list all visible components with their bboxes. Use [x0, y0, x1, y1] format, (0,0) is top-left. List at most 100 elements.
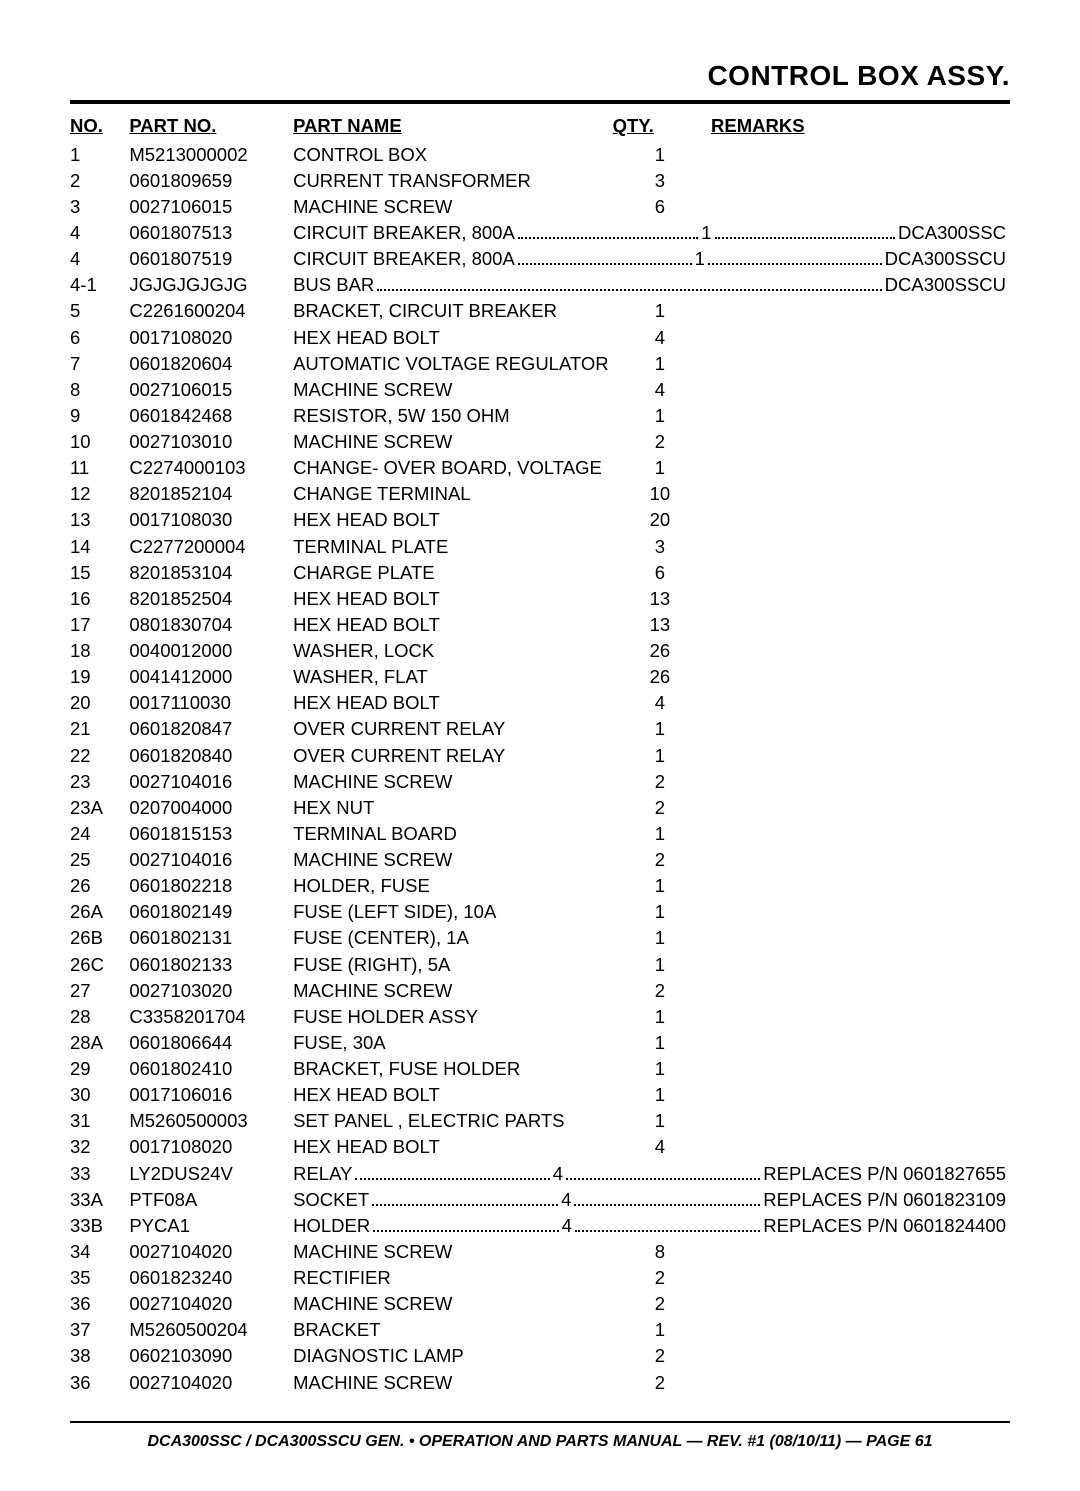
cell-qty: 20 — [613, 507, 711, 533]
cell-remarks — [711, 1317, 1010, 1343]
cell-no: 31 — [70, 1108, 129, 1134]
table-row: 240601815153TERMINAL BOARD1 — [70, 820, 1010, 846]
cell-no: 24 — [70, 820, 129, 846]
cell-partno: PTF08A — [129, 1186, 293, 1212]
cell-qty: 13 — [613, 585, 711, 611]
cell-no: 35 — [70, 1265, 129, 1291]
cell-remarks — [711, 1343, 1010, 1369]
cell-qty: 1 — [613, 298, 711, 324]
cell-qty: 1 — [613, 350, 711, 376]
cell-no: 20 — [70, 690, 129, 716]
cell-partno: 0027106015 — [129, 376, 293, 402]
cell-qty: 4 — [561, 1188, 571, 1211]
table-row: 340027104020MACHINE SCREW8 — [70, 1238, 1010, 1264]
cell-partno: 0601842468 — [129, 402, 293, 428]
cell-name: CURRENT TRANSFORMER — [293, 167, 613, 193]
footer-text: DCA300SSC / DCA300SSCU GEN. • OPERATION … — [70, 1433, 1010, 1451]
table-row: 360027104020MACHINE SCREW2 — [70, 1369, 1010, 1395]
cell-qty: 1 — [613, 1082, 711, 1108]
dot-leader — [518, 248, 692, 265]
cell-no: 23 — [70, 768, 129, 794]
cell-qty: 1 — [613, 1003, 711, 1029]
cell-partno: 0027104020 — [129, 1369, 293, 1395]
table-row: 250027104016MACHINE SCREW2 — [70, 847, 1010, 873]
cell-partno: 8201852104 — [129, 481, 293, 507]
table-row: 20601809659CURRENT TRANSFORMER3 — [70, 167, 1010, 193]
cell-name: TERMINAL PLATE — [293, 533, 613, 559]
cell-remarks — [711, 193, 1010, 219]
cell-partno: 0027104016 — [129, 768, 293, 794]
cell-name: BRACKET, FUSE HOLDER — [293, 1056, 613, 1082]
cell-no: 30 — [70, 1082, 129, 1108]
cell-partno: 0017106016 — [129, 1082, 293, 1108]
cell-remarks — [711, 402, 1010, 428]
cell-name-qty-remarks: CIRCUIT BREAKER, 800A1DCA300SSCU — [293, 246, 1010, 272]
cell-no: 26C — [70, 951, 129, 977]
cell-remarks — [711, 298, 1010, 324]
cell-qty: 1 — [613, 402, 711, 428]
cell-no: 33A — [70, 1186, 129, 1212]
cell-remarks — [711, 1003, 1010, 1029]
cell-partno: 0801830704 — [129, 611, 293, 637]
cell-partno: 0207004000 — [129, 794, 293, 820]
cell-name: CIRCUIT BREAKER, 800A — [293, 247, 515, 270]
cell-partno: 0027103010 — [129, 429, 293, 455]
dot-leader — [372, 1189, 558, 1206]
cell-partno: 0041412000 — [129, 664, 293, 690]
dot-leader — [574, 1189, 760, 1206]
cell-qty: 4 — [613, 324, 711, 350]
cell-no: 14 — [70, 533, 129, 559]
cell-qty: 1 — [613, 899, 711, 925]
cell-partno: 0601809659 — [129, 167, 293, 193]
cell-remarks — [711, 559, 1010, 585]
cell-no: 28A — [70, 1029, 129, 1055]
cell-partno: 0017110030 — [129, 690, 293, 716]
cell-partno: 0602103090 — [129, 1343, 293, 1369]
cell-remarks — [711, 611, 1010, 637]
cell-remarks — [711, 664, 1010, 690]
cell-name: HOLDER, FUSE — [293, 873, 613, 899]
cell-name: DIAGNOSTIC LAMP — [293, 1343, 613, 1369]
cell-qty: 13 — [613, 611, 711, 637]
cell-name: TERMINAL BOARD — [293, 820, 613, 846]
table-row: 350601823240RECTIFIER2 — [70, 1265, 1010, 1291]
cell-name: MACHINE SCREW — [293, 977, 613, 1003]
cell-no: 27 — [70, 977, 129, 1003]
cell-partno: 0601820847 — [129, 716, 293, 742]
cell-no: 28 — [70, 1003, 129, 1029]
cell-name: BUS BAR — [293, 273, 374, 296]
cell-remarks — [711, 1369, 1010, 1395]
cell-qty: 1 — [613, 873, 711, 899]
cell-qty: 1 — [613, 742, 711, 768]
footer-rule: DCA300SSC / DCA300SSCU GEN. • OPERATION … — [70, 1421, 1010, 1451]
cell-remarks — [711, 794, 1010, 820]
cell-name-qty-remarks: BUS BARDCA300SSCU — [293, 272, 1010, 298]
table-row: 26C0601802133FUSE (RIGHT), 5A1 — [70, 951, 1010, 977]
cell-no: 34 — [70, 1238, 129, 1264]
cell-remarks — [711, 429, 1010, 455]
cell-remarks: REPLACES P/N 0601827655 — [763, 1162, 1006, 1185]
cell-qty: 1 — [613, 455, 711, 481]
cell-partno: C3358201704 — [129, 1003, 293, 1029]
cell-remarks — [711, 873, 1010, 899]
table-row: 33APTF08ASOCKET4REPLACES P/N 0601823109 — [70, 1186, 1010, 1212]
cell-qty: 2 — [613, 847, 711, 873]
cell-partno: PYCA1 — [129, 1212, 293, 1238]
cell-remarks — [711, 1238, 1010, 1264]
cell-no: 26A — [70, 899, 129, 925]
dot-leader — [566, 1163, 760, 1180]
cell-name: MACHINE SCREW — [293, 1291, 613, 1317]
cell-qty: 1 — [613, 716, 711, 742]
cell-qty: 4 — [562, 1214, 572, 1237]
cell-no: 26 — [70, 873, 129, 899]
cell-no: 22 — [70, 742, 129, 768]
cell-qty: 8 — [613, 1238, 711, 1264]
cell-qty: 1 — [695, 247, 705, 270]
cell-name: RECTIFIER — [293, 1265, 613, 1291]
table-row: 40601807519CIRCUIT BREAKER, 800A1DCA300S… — [70, 246, 1010, 272]
cell-name: FUSE (CENTER), 1A — [293, 925, 613, 951]
cell-name: OVER CURRENT RELAY — [293, 716, 613, 742]
cell-remarks — [711, 899, 1010, 925]
table-row: 5C2261600204BRACKET, CIRCUIT BREAKER1 — [70, 298, 1010, 324]
dot-leader — [518, 222, 698, 239]
